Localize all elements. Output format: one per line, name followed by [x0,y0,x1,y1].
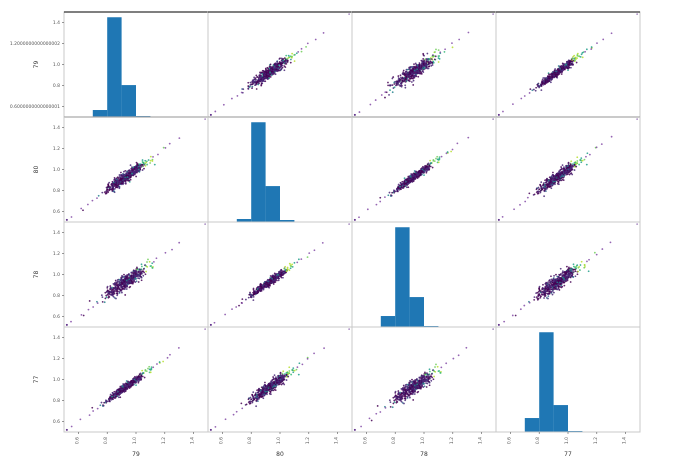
panel-77-vs-78 [351,326,497,433]
y-tick-label: 1.0 [53,272,60,278]
x-tick-label: 1.2 [305,437,311,444]
y-tick-label: 1.2 [53,251,60,257]
x-tick-label: 1.0 [420,437,426,444]
y-axis-label: 77 [33,376,40,384]
y-tick-label: 1.2 [53,356,60,362]
panel-77-vs-79 [63,326,209,433]
histogram-bar [107,17,122,117]
panel-79-vs-80 [207,11,353,118]
y-tick-label: 0.8 [53,293,60,299]
x-axis-label: 78 [420,451,428,458]
histogram-bar [380,316,396,327]
y-tick-label: 0.6 [53,209,60,215]
x-axis-label: 79 [132,451,140,458]
y-tick-label: 1.0 [53,167,60,173]
x-tick-label: 1.0 [132,437,138,444]
x-axis-label: 77 [564,451,572,458]
x-tick-label: 1.4 [622,437,628,444]
panel-80-vs-77 [495,116,641,223]
x-tick-label: 1.0 [564,437,570,444]
histogram-bar [539,332,554,432]
panel-78-vs-78 [351,221,497,328]
x-tick-label: 1.0 [276,437,282,444]
y-tick-label: 1.4 [53,20,60,26]
y-tick-label: 1.4 [53,230,60,236]
x-tick-label: 0.6 [506,437,512,444]
x-tick-label: 0.6 [218,437,224,444]
x-tick-label: 0.6 [74,437,80,444]
y-tick-label: 1.2 [53,146,60,152]
panel-77-vs-80 [207,326,353,433]
y-tick-label: 0.8 [53,398,60,404]
panel-80-vs-79 [63,116,209,223]
panel-80-vs-78 [351,116,497,223]
x-tick-label: 0.8 [535,437,541,444]
histogram-bar [395,227,410,327]
y-tick-label: 0.8 [53,83,60,89]
panel-80-vs-80 [207,116,353,223]
y-tick-label: 1.2000000000000002 [10,41,60,47]
panel-78-vs-79 [63,221,209,328]
y-tick-label: 0.8 [53,188,60,194]
x-tick-label: 1.4 [190,437,196,444]
x-tick-label: 1.2 [161,437,167,444]
x-tick-label: 0.6 [362,437,368,444]
histogram-bar [280,220,295,222]
histogram-bar [92,110,108,117]
histogram-bar [121,85,136,117]
panel-79-vs-77 [495,11,641,118]
histogram-bar [251,122,266,222]
panel-77-vs-77 [495,326,641,433]
panel-78-vs-80 [207,221,353,328]
x-axis-label: 80 [276,451,284,458]
y-tick-label: 0.6 [53,419,60,425]
panel-79-vs-79 [63,11,209,118]
y-tick-label: 1.0 [53,62,60,68]
histogram-bar [524,418,540,432]
y-tick-label: 1.0 [53,377,60,383]
panel-79-vs-78 [351,11,497,118]
histogram-bar [409,297,424,327]
y-axis-label: 80 [33,166,40,174]
histogram-bar [236,219,252,222]
x-tick-label: 1.2 [449,437,455,444]
y-tick-label: 1.4 [53,125,60,131]
y-tick-label: 1.4 [53,335,60,341]
histogram-bar [553,405,568,432]
x-tick-label: 0.8 [103,437,109,444]
x-tick-label: 1.4 [334,437,340,444]
x-tick-label: 0.8 [247,437,253,444]
x-tick-label: 1.4 [478,437,484,444]
x-tick-label: 1.2 [593,437,599,444]
y-axis-label: 79 [33,61,40,69]
x-tick-label: 0.8 [391,437,397,444]
y-tick-label: 0.6 [53,314,60,320]
y-tick-label: 0.6000000000000001 [10,104,60,110]
y-axis-label: 78 [33,271,40,279]
histogram-bar [265,186,280,222]
panel-78-vs-77 [495,221,641,328]
